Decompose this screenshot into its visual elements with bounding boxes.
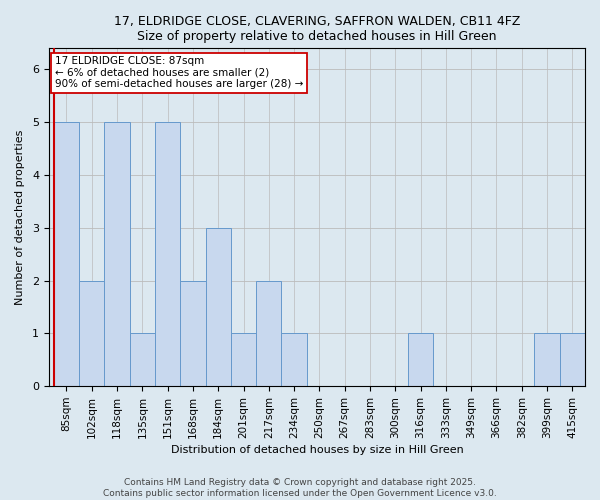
Bar	[231, 334, 256, 386]
Bar	[104, 122, 130, 386]
Bar	[54, 122, 79, 386]
Bar	[206, 228, 231, 386]
Bar	[155, 122, 181, 386]
Text: Contains HM Land Registry data © Crown copyright and database right 2025.
Contai: Contains HM Land Registry data © Crown c…	[103, 478, 497, 498]
Bar	[130, 334, 155, 386]
X-axis label: Distribution of detached houses by size in Hill Green: Distribution of detached houses by size …	[170, 445, 463, 455]
Bar	[408, 334, 433, 386]
Text: 17 ELDRIDGE CLOSE: 87sqm
← 6% of detached houses are smaller (2)
90% of semi-det: 17 ELDRIDGE CLOSE: 87sqm ← 6% of detache…	[55, 56, 304, 90]
Title: 17, ELDRIDGE CLOSE, CLAVERING, SAFFRON WALDEN, CB11 4FZ
Size of property relativ: 17, ELDRIDGE CLOSE, CLAVERING, SAFFRON W…	[114, 15, 520, 43]
Y-axis label: Number of detached properties: Number of detached properties	[15, 130, 25, 305]
Bar	[535, 334, 560, 386]
Bar	[560, 334, 585, 386]
Bar	[181, 280, 206, 386]
Bar	[79, 280, 104, 386]
Bar	[281, 334, 307, 386]
Bar	[256, 280, 281, 386]
